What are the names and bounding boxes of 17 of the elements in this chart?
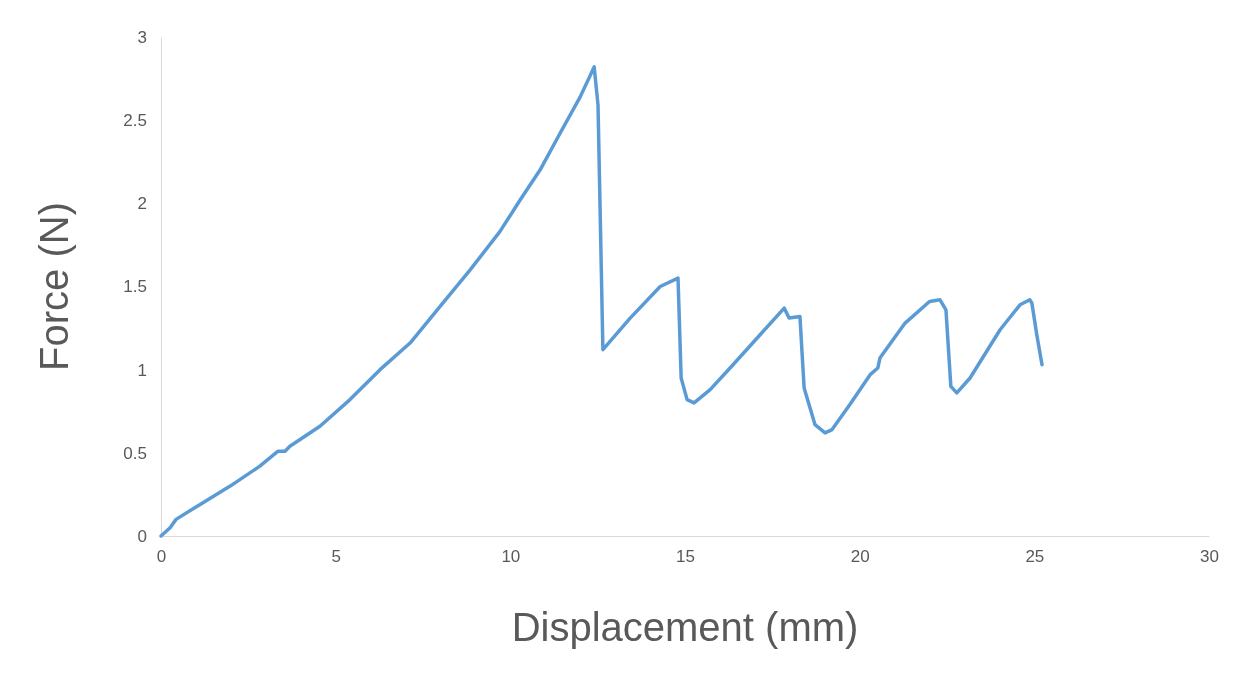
y-tick-label: 0 xyxy=(137,526,147,546)
x-axis-title: Displacement (mm) xyxy=(511,605,859,649)
x-tick-label: 0 xyxy=(156,547,167,567)
x-tick-label: 25 xyxy=(1025,547,1045,567)
line-series xyxy=(159,65,1044,538)
y-tick-label: 1.5 xyxy=(123,277,147,297)
y-tick-label: 3 xyxy=(137,27,147,47)
x-tick-label: 15 xyxy=(676,547,695,567)
y-tick-label: 2 xyxy=(137,194,147,214)
y-tick-label: 1 xyxy=(137,360,147,380)
x-tick-label: 10 xyxy=(501,547,521,567)
x-tick-label: 30 xyxy=(1200,547,1219,567)
x-tick-label: 5 xyxy=(331,547,341,567)
y-tick-label: 2.5 xyxy=(123,111,147,131)
y-tick-label: 0.5 xyxy=(123,443,147,463)
x-tick-label: 20 xyxy=(850,547,870,567)
y-axis-title: Force (N) xyxy=(32,202,76,371)
